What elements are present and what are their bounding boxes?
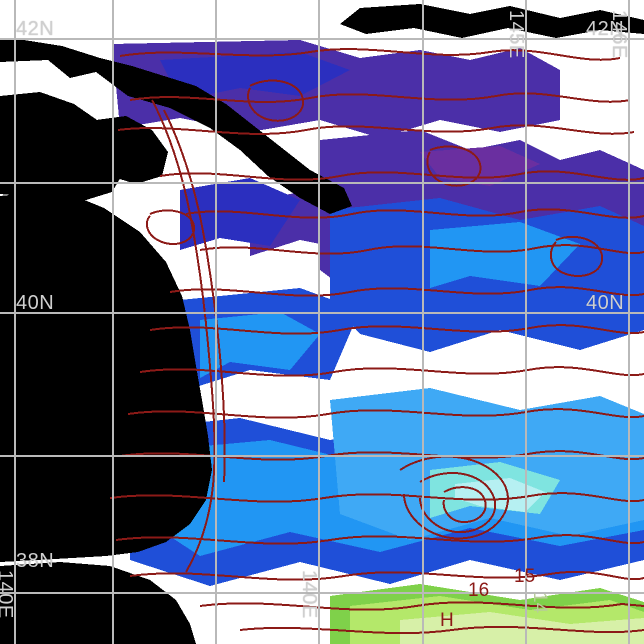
- shade-light-blue: [330, 388, 644, 540]
- lon-label-145e-top: 145E: [505, 10, 527, 59]
- land-mass: [0, 4, 644, 644]
- lon-label-146e-top: 146E: [608, 10, 630, 59]
- contour-label-16: 16: [468, 580, 490, 601]
- lat-label-40n-right: 40N: [586, 292, 625, 314]
- contour-label-15: 15: [514, 566, 536, 587]
- contour-label-high-center: H: [440, 610, 454, 631]
- lat-label-42n-left: 42N: [16, 18, 55, 40]
- lat-label-42n-right: 42N: [586, 18, 625, 40]
- lat-label-38n-left: 38N: [16, 550, 55, 572]
- contour-label-14: 14: [529, 592, 550, 614]
- lon-label-140e-mid: 140E: [298, 570, 320, 619]
- lon-label-140e-left: 140E: [0, 570, 16, 619]
- lat-label-40n-left: 40N: [16, 292, 55, 314]
